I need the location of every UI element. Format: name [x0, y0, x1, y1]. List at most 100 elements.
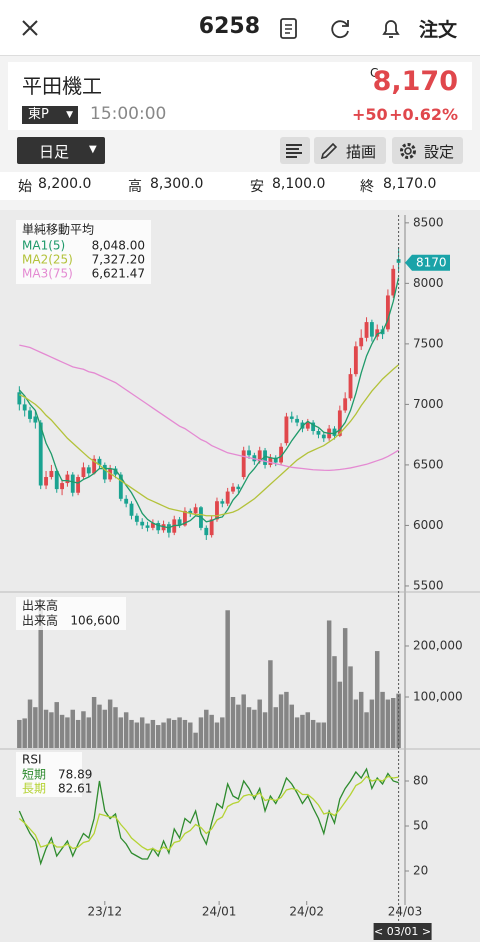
doc-icon[interactable]	[279, 18, 299, 40]
candle-body	[28, 410, 32, 419]
candle-body	[60, 483, 64, 490]
price-flag: C	[370, 66, 379, 80]
ohlc-value: 8,170.0	[383, 176, 437, 192]
volume-bar	[326, 620, 332, 748]
volume-bar	[145, 723, 150, 748]
legend-value: 8,048.00	[92, 239, 145, 253]
volume-bar	[107, 699, 113, 748]
quote-time: 15:00:00	[90, 104, 167, 124]
candle-body	[220, 501, 225, 504]
market: 東P	[28, 107, 49, 122]
volume-bar	[43, 709, 49, 748]
volume-bar	[193, 732, 198, 748]
x-tick-label: 24/01	[202, 905, 237, 919]
volume-bar	[182, 719, 188, 748]
candle-body	[22, 404, 27, 411]
y-tick-label: 6500	[413, 457, 444, 471]
candle-body	[193, 507, 198, 514]
volume-bar	[33, 707, 38, 748]
volume-bar	[91, 696, 97, 748]
candle-body	[348, 374, 353, 399]
ohlc-label: 安	[250, 179, 264, 195]
legend-title: RSI	[22, 753, 42, 767]
price: 8,170	[372, 66, 458, 97]
volume-bar	[102, 709, 108, 748]
candle-body	[70, 474, 75, 493]
candle-body	[343, 398, 348, 411]
volume-bar	[369, 699, 375, 748]
legend-value: 106,600	[70, 614, 120, 628]
candle-body	[102, 464, 107, 480]
period-select[interactable]: 日足 ▼	[17, 137, 105, 164]
candle-body	[311, 422, 316, 432]
volume-bar	[391, 698, 396, 748]
price-tag-label: 8170	[416, 255, 447, 269]
y-tick-label: 80	[413, 774, 428, 788]
ohlc-value: 8,200.0	[38, 176, 92, 192]
volume-bar	[321, 722, 327, 748]
volume-bar	[236, 704, 241, 748]
draw-button[interactable]: 描画	[314, 137, 386, 164]
market-badge[interactable]: 東P ▼	[22, 106, 78, 124]
volume-bar	[278, 694, 284, 748]
ohlc-value: 8,100.0	[272, 176, 326, 192]
volume-bar	[22, 718, 27, 748]
ohlc-label: 始	[18, 179, 32, 195]
volume-bar	[348, 666, 353, 748]
candle-body	[359, 337, 364, 347]
settings-label: 設定	[424, 143, 455, 161]
volume-bar	[358, 691, 364, 748]
volume-bar	[198, 717, 204, 748]
candle-body	[241, 450, 246, 478]
volume-bar	[262, 712, 268, 748]
candle-body	[236, 486, 241, 490]
candle-body	[156, 523, 161, 531]
period: 日足	[39, 143, 70, 161]
ohlc-label: 終	[360, 179, 374, 195]
candle-body	[188, 510, 193, 514]
x-tick-label: 24/03	[388, 905, 423, 919]
volume-bar	[220, 717, 225, 748]
legend-name: 長期	[22, 782, 46, 796]
volume-bar	[353, 699, 359, 748]
candle-body	[140, 521, 145, 526]
legend-name: 出来高	[22, 614, 58, 628]
legend-title: 出来高	[22, 599, 58, 613]
volume-bar	[123, 712, 129, 748]
line-series	[18, 767, 399, 866]
candle-body	[209, 519, 214, 536]
candle-body	[321, 434, 326, 439]
candle-body	[118, 474, 123, 499]
x-tick-label: 23/12	[88, 905, 123, 919]
settings-button[interactable]: 設定	[392, 137, 463, 164]
volume-bar	[161, 722, 166, 748]
candle-body	[279, 446, 283, 463]
candle-body	[145, 525, 150, 528]
y-tick-label: 20	[413, 864, 428, 878]
volume-bar	[385, 699, 391, 748]
bell-icon[interactable]	[380, 17, 402, 41]
order-button[interactable]: 注文	[419, 19, 458, 41]
volume-bar	[380, 691, 385, 748]
legend-name: MA3(75)	[22, 267, 73, 281]
volume-bar	[289, 704, 295, 748]
candle-body	[289, 416, 294, 419]
candle-body	[76, 477, 81, 493]
y-tick-label: 8000	[413, 276, 444, 290]
volume-bar	[332, 656, 337, 748]
list-button[interactable]	[280, 137, 310, 164]
close-icon[interactable]	[20, 18, 40, 38]
candle-body	[391, 268, 396, 296]
volume-bar	[166, 718, 172, 748]
line-series	[19, 344, 399, 472]
volume-bar	[75, 719, 81, 748]
volume-bar	[54, 702, 59, 748]
legend-box	[16, 220, 151, 284]
change-pct: +0.62%	[389, 105, 458, 124]
volume-bar	[225, 610, 230, 748]
volume-bar	[364, 712, 369, 748]
volume-bar	[172, 719, 177, 748]
refresh-icon[interactable]	[330, 18, 352, 40]
candle-body	[295, 418, 300, 423]
